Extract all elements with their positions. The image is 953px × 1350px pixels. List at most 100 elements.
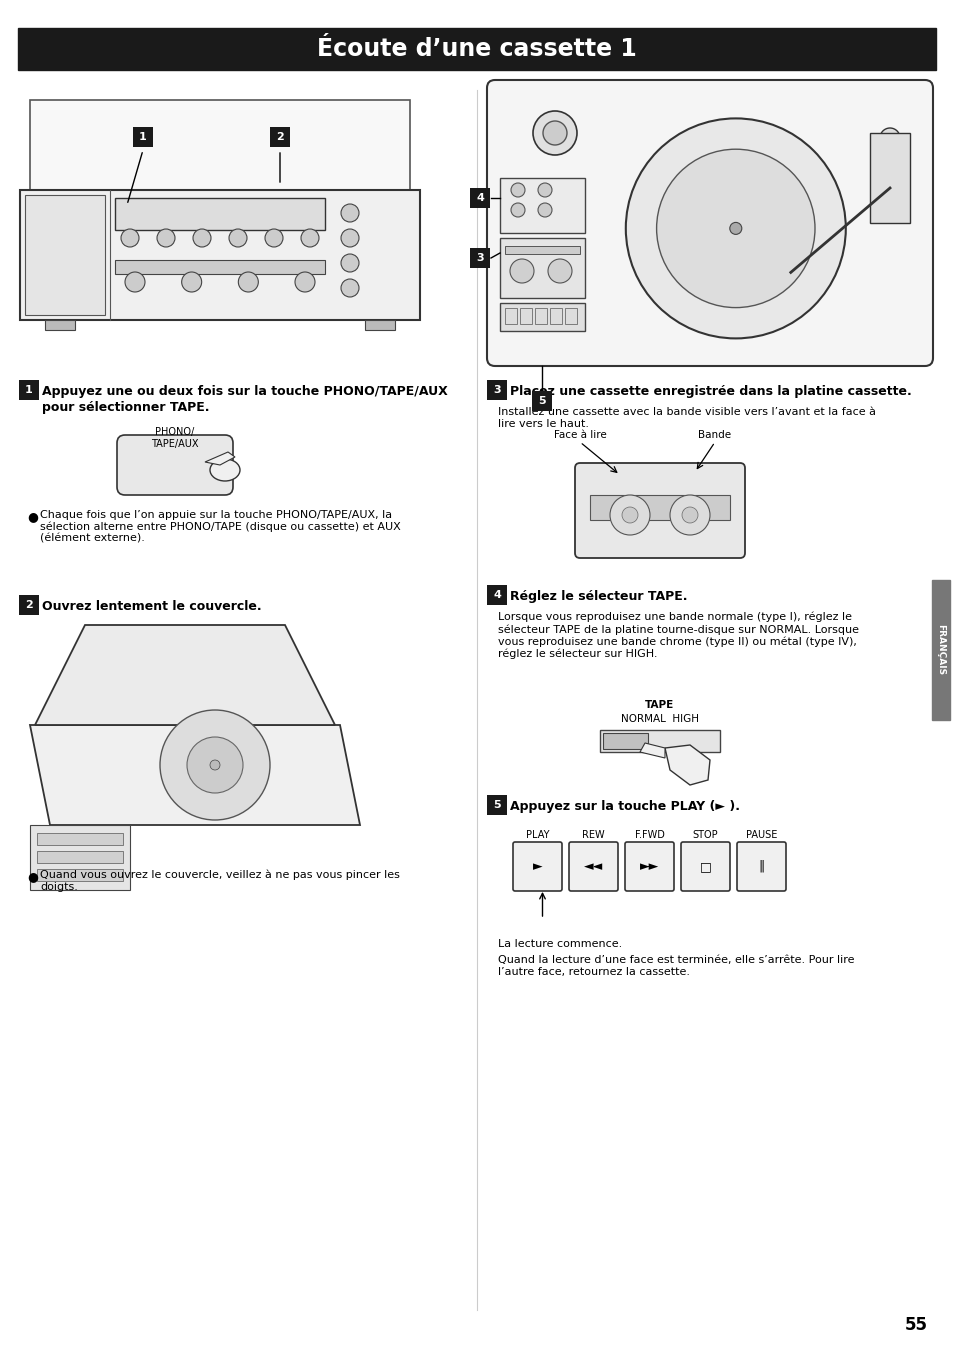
- Text: Quand la lecture d’une face est terminée, elle s’arrête. Pour lire
l’autre face,: Quand la lecture d’une face est terminée…: [497, 954, 854, 976]
- FancyBboxPatch shape: [575, 463, 744, 558]
- Bar: [589, 495, 729, 520]
- Bar: [30, 825, 130, 890]
- Circle shape: [229, 230, 247, 247]
- Bar: [564, 308, 577, 324]
- FancyBboxPatch shape: [117, 435, 233, 495]
- Bar: [18, 28, 935, 70]
- Bar: [270, 127, 290, 147]
- Text: PLAY: PLAY: [525, 830, 549, 840]
- Text: REW: REW: [581, 830, 604, 840]
- Circle shape: [157, 230, 174, 247]
- Text: Installez une cassette avec la bande visible vers l’avant et la face à
lire vers: Installez une cassette avec la bande vis…: [497, 406, 875, 428]
- Circle shape: [621, 508, 638, 522]
- Circle shape: [511, 184, 524, 197]
- Bar: [45, 320, 75, 329]
- Circle shape: [193, 230, 211, 247]
- Bar: [499, 238, 584, 298]
- Bar: [487, 585, 506, 605]
- Text: Bande: Bande: [698, 431, 731, 440]
- Text: 1: 1: [25, 385, 32, 396]
- FancyBboxPatch shape: [737, 842, 785, 891]
- Circle shape: [210, 760, 220, 770]
- Bar: [499, 302, 584, 331]
- Circle shape: [187, 737, 243, 792]
- Circle shape: [340, 230, 358, 247]
- Circle shape: [125, 271, 145, 292]
- Text: TAPE: TAPE: [644, 701, 674, 710]
- Bar: [19, 595, 39, 614]
- Text: ●: ●: [27, 510, 38, 522]
- Circle shape: [511, 202, 524, 217]
- Circle shape: [294, 271, 314, 292]
- Bar: [602, 733, 647, 749]
- Text: 1: 1: [139, 132, 147, 142]
- Bar: [365, 320, 395, 329]
- Text: 2: 2: [275, 132, 284, 142]
- Circle shape: [340, 254, 358, 271]
- Text: Quand vous ouvrez le couvercle, veillez à ne pas vous pincer les
doigts.: Quand vous ouvrez le couvercle, veillez …: [40, 869, 399, 892]
- Text: Appuyez sur la touche PLAY (► ).: Appuyez sur la touche PLAY (► ).: [510, 801, 740, 813]
- Polygon shape: [30, 725, 359, 825]
- Bar: [499, 178, 584, 234]
- Circle shape: [669, 495, 709, 535]
- Bar: [115, 261, 325, 274]
- Bar: [133, 127, 152, 147]
- Circle shape: [681, 508, 698, 522]
- Circle shape: [542, 122, 566, 144]
- Text: STOP: STOP: [692, 830, 718, 840]
- Text: Appuyez une ou deux fois sur la touche PHONO/TAPE/AUX: Appuyez une ou deux fois sur la touche P…: [42, 385, 447, 398]
- Circle shape: [537, 202, 552, 217]
- Bar: [532, 392, 551, 410]
- Circle shape: [265, 230, 283, 247]
- Bar: [599, 730, 720, 752]
- Text: F.FWD: F.FWD: [634, 830, 663, 840]
- Circle shape: [609, 495, 649, 535]
- Bar: [37, 833, 123, 845]
- Text: Écoute d’une cassette 1: Écoute d’une cassette 1: [316, 36, 637, 61]
- Bar: [519, 308, 532, 324]
- Bar: [25, 194, 105, 315]
- FancyBboxPatch shape: [486, 80, 932, 366]
- Text: NORMAL  HIGH: NORMAL HIGH: [620, 714, 699, 724]
- Bar: [470, 188, 489, 208]
- FancyBboxPatch shape: [680, 842, 729, 891]
- Polygon shape: [205, 452, 234, 464]
- Circle shape: [238, 271, 258, 292]
- Text: 3: 3: [476, 252, 483, 263]
- Text: Placez une cassette enregistrée dans la platine cassette.: Placez une cassette enregistrée dans la …: [510, 385, 911, 398]
- Circle shape: [656, 150, 814, 308]
- Text: ●: ●: [27, 869, 38, 883]
- Text: pour sélectionner TAPE.: pour sélectionner TAPE.: [42, 401, 210, 414]
- Text: ►: ►: [532, 860, 541, 873]
- Circle shape: [340, 279, 358, 297]
- Text: FRANÇAIS: FRANÇAIS: [936, 625, 944, 675]
- Circle shape: [729, 223, 741, 235]
- FancyBboxPatch shape: [568, 842, 618, 891]
- Text: Chaque fois que l’on appuie sur la touche PHONO/TAPE/AUX, la
sélection alterne e: Chaque fois que l’on appuie sur la touch…: [40, 510, 400, 544]
- Circle shape: [537, 184, 552, 197]
- Bar: [37, 850, 123, 863]
- Bar: [550, 308, 561, 324]
- FancyBboxPatch shape: [624, 842, 673, 891]
- Circle shape: [181, 271, 201, 292]
- Text: 5: 5: [493, 801, 500, 810]
- Text: PAUSE: PAUSE: [745, 830, 777, 840]
- Circle shape: [879, 128, 899, 148]
- Circle shape: [533, 111, 577, 155]
- Polygon shape: [639, 743, 664, 757]
- Circle shape: [160, 710, 270, 819]
- Circle shape: [547, 259, 572, 284]
- Bar: [535, 308, 546, 324]
- Ellipse shape: [210, 459, 240, 481]
- Polygon shape: [35, 625, 335, 725]
- Text: ►►: ►►: [639, 860, 659, 873]
- Text: PHONO/
TAPE/AUX: PHONO/ TAPE/AUX: [152, 427, 198, 448]
- Bar: [504, 308, 517, 324]
- Text: Face à lire: Face à lire: [553, 431, 606, 440]
- Text: 4: 4: [476, 193, 483, 202]
- Circle shape: [625, 119, 845, 339]
- Circle shape: [340, 204, 358, 221]
- Text: Réglez le sélecteur TAPE.: Réglez le sélecteur TAPE.: [510, 590, 687, 603]
- Polygon shape: [664, 745, 709, 784]
- Text: □: □: [699, 860, 711, 873]
